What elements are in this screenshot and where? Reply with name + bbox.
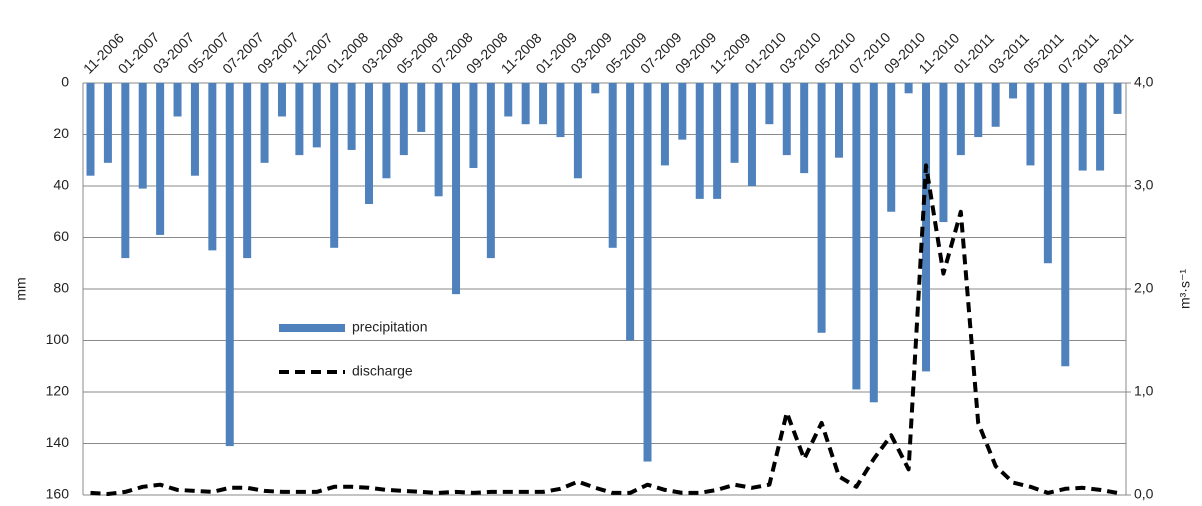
y2-axis-label: m³·s⁻¹	[1177, 269, 1193, 309]
bar	[365, 83, 374, 205]
bar	[539, 83, 548, 125]
y-tick-label: 80	[53, 280, 69, 296]
bar	[887, 83, 896, 212]
bar	[1061, 83, 1070, 367]
y2-tick-label: 1,0	[1134, 383, 1154, 399]
bar	[190, 83, 199, 176]
bar	[1113, 83, 1122, 114]
bar	[330, 83, 339, 248]
y-tick-label: 20	[53, 125, 69, 141]
bar	[156, 83, 165, 235]
bar	[347, 83, 356, 150]
y-tick-label: 40	[53, 177, 69, 193]
bar	[626, 83, 635, 341]
y-tick-label: 140	[46, 434, 70, 450]
bar	[713, 83, 722, 199]
y2-tick-label: 3,0	[1134, 177, 1154, 193]
y2-tick-label: 4,0	[1134, 74, 1154, 90]
bar	[817, 83, 826, 333]
y-tick-label: 160	[46, 486, 70, 502]
bar	[243, 83, 252, 259]
bar	[852, 83, 861, 390]
bar	[295, 83, 304, 156]
bar	[904, 83, 913, 94]
bar	[869, 83, 878, 403]
y-tick-label: 100	[46, 331, 70, 347]
bar	[486, 83, 495, 259]
bar	[452, 83, 461, 295]
bar	[173, 83, 182, 117]
bar	[225, 83, 234, 447]
bar	[782, 83, 791, 156]
bar	[312, 83, 321, 148]
y2-tick-label: 0,0	[1134, 486, 1154, 502]
bar	[556, 83, 565, 138]
bar	[260, 83, 269, 163]
bar	[678, 83, 687, 140]
bar	[399, 83, 408, 156]
y2-tick-label: 2,0	[1134, 280, 1154, 296]
y-tick-label: 60	[53, 228, 69, 244]
bar	[277, 83, 286, 117]
bar	[730, 83, 739, 163]
bar	[103, 83, 112, 163]
bar	[660, 83, 669, 166]
bar	[1096, 83, 1105, 171]
y-tick-label: 120	[46, 383, 70, 399]
bar	[573, 83, 582, 179]
bar	[695, 83, 704, 199]
bar	[643, 83, 652, 462]
bar	[434, 83, 443, 197]
bar	[765, 83, 774, 125]
bar	[922, 83, 931, 372]
bar	[138, 83, 147, 189]
bar	[504, 83, 513, 117]
bar	[1043, 83, 1052, 264]
bar	[591, 83, 600, 94]
bar	[800, 83, 809, 174]
bar	[939, 83, 948, 223]
legend-label: precipitation	[352, 319, 428, 335]
bar	[1078, 83, 1087, 171]
bar	[974, 83, 983, 138]
bar	[417, 83, 426, 132]
bar	[121, 83, 130, 259]
bar	[521, 83, 530, 125]
bar	[834, 83, 843, 158]
bar	[956, 83, 965, 156]
bar	[1009, 83, 1018, 99]
line	[90, 163, 1118, 496]
bar	[747, 83, 756, 186]
bar	[86, 83, 95, 176]
legend-label: discharge	[352, 363, 413, 379]
bar	[991, 83, 1000, 127]
bar	[208, 83, 217, 251]
bar	[382, 83, 391, 179]
y-tick-label: 0	[61, 74, 69, 90]
bar	[1026, 83, 1035, 166]
legend-swatch	[279, 324, 345, 332]
bar	[469, 83, 478, 168]
bar	[608, 83, 617, 248]
y-axis-label: mm	[13, 277, 29, 300]
